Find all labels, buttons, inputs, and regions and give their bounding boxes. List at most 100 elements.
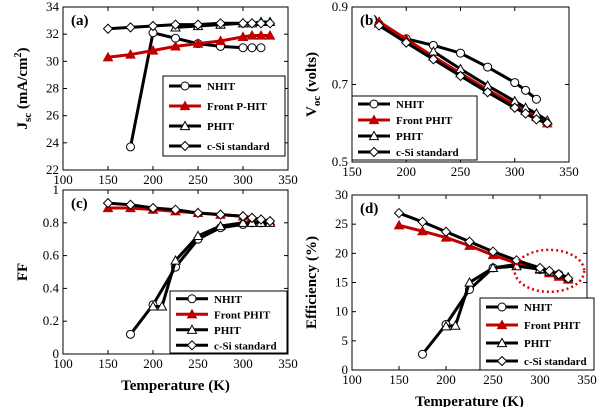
legend-marker: [187, 294, 197, 304]
data-point: [255, 214, 267, 225]
data-point: [246, 29, 258, 40]
data-point: [102, 197, 114, 209]
y-tick-label: 1: [53, 182, 60, 197]
legend-label: c-Si standard: [207, 141, 270, 153]
x-tick-label: 300: [233, 172, 253, 187]
data-point: [418, 349, 427, 359]
data-point: [192, 19, 204, 30]
legend-label: Front PHIT: [396, 115, 453, 127]
x-tick-label: 300: [505, 164, 525, 179]
x-tick-label: 150: [98, 356, 118, 371]
legend-label: Front PHIT: [524, 320, 581, 332]
y-tick-label: 0.6: [43, 248, 60, 263]
legend-label: c-Si standard: [214, 340, 277, 352]
data-point: [464, 236, 475, 247]
y-tick-label: 0.4: [43, 280, 60, 295]
data-point: [125, 49, 136, 59]
data-point: [237, 31, 249, 41]
x-axis-title: Temperature (K): [121, 378, 230, 394]
data-point: [482, 87, 493, 98]
legend: NHIT Front P-HIT PHIT c-Si standard: [162, 75, 286, 157]
data-point: [147, 44, 159, 55]
plot-frame: [62, 189, 289, 355]
data-point: [544, 265, 555, 277]
y-axis-title: FF: [15, 263, 31, 281]
data-point: [246, 212, 258, 224]
legend-marker: [369, 99, 379, 109]
data-point: [215, 35, 226, 46]
series-nhit: [374, 19, 541, 104]
x-tick-label: 100: [53, 172, 73, 187]
y-tick-label: 20: [335, 245, 348, 260]
data-point: [170, 204, 181, 215]
data-point: [464, 276, 475, 287]
highlight-ellipse: [513, 248, 586, 294]
legend-marker: [186, 308, 198, 319]
data-point: [156, 300, 168, 311]
series-line: [398, 211, 569, 280]
panel-c: 100 150 200 250 300 350 0 0.2 0.4 0.6 0.8 1 (c) FF Tem…: [15, 182, 298, 394]
y-tick-label: 15: [335, 275, 348, 290]
legend-marker: [179, 100, 191, 111]
legend-marker: [186, 340, 198, 351]
data-point: [456, 48, 465, 58]
legend-label: c-Si standard: [524, 356, 587, 368]
y-tick-label: 0: [342, 362, 349, 377]
y-tick-label: 0.8: [43, 215, 59, 230]
y-tick-label: 5: [342, 333, 349, 348]
x-tick-label: 250: [188, 172, 208, 187]
data-point: [192, 207, 204, 219]
x-tick-label: 150: [342, 164, 362, 179]
x-tick-label: 200: [436, 372, 456, 387]
x-tick-label: 200: [143, 356, 163, 371]
data-point: [126, 329, 135, 339]
legend-label: c-Si standard: [396, 147, 459, 159]
x-tick-label: 150: [389, 372, 409, 387]
series-line: [107, 201, 271, 223]
legend-marker: [180, 81, 190, 91]
x-tick-label: 150: [98, 172, 118, 187]
legend-marker: [179, 140, 191, 152]
x-tick-label: 250: [451, 164, 471, 179]
legend-label: PHIT: [396, 131, 424, 143]
legend-marker: [368, 146, 380, 158]
data-point: [125, 199, 136, 210]
legend-marker: [186, 324, 198, 334]
y-axis-title: Voc (volts): [304, 52, 323, 117]
data-point: [264, 18, 276, 29]
legend-label: PHIT: [207, 121, 235, 133]
data-point: [487, 246, 499, 257]
data-point: [440, 320, 452, 331]
series-c-si-standard: [373, 20, 553, 129]
legend-marker: [368, 114, 380, 125]
x-tick-label: 300: [530, 372, 550, 387]
x-tick-label: 100: [53, 356, 73, 371]
y-tick-label: 32: [46, 26, 59, 41]
data-point: [509, 102, 520, 113]
x-tick-label: 100: [342, 372, 362, 387]
y-tick-label: 24: [46, 135, 60, 150]
data-point: [264, 215, 276, 227]
legend-label: Front P-HIT: [207, 101, 268, 113]
x-tick-label: 200: [143, 172, 163, 187]
panel-b: 150 200 250 300 350 0.5 0.7 0.9 (b) Voc (volts) NH…: [304, 0, 579, 179]
data-point: [521, 85, 531, 95]
series-c-si-standard: [102, 18, 276, 34]
x-tick-label: 250: [188, 356, 208, 371]
data-point: [237, 217, 249, 227]
legend-marker: [368, 130, 380, 141]
x-tick-label: 350: [559, 164, 579, 179]
data-point: [246, 18, 258, 29]
panel-label: (a): [71, 13, 89, 29]
data-point: [264, 29, 276, 40]
data-point: [531, 114, 542, 125]
data-point: [553, 269, 565, 280]
legend-label: PHIT: [214, 325, 242, 337]
y-tick-label: 0.9: [332, 0, 348, 14]
data-point: [215, 220, 226, 231]
x-tick-label: 200: [397, 164, 417, 179]
y-tick-label: 25: [335, 216, 348, 231]
data-point: [102, 51, 114, 62]
legend-label: NHIT: [207, 81, 236, 93]
